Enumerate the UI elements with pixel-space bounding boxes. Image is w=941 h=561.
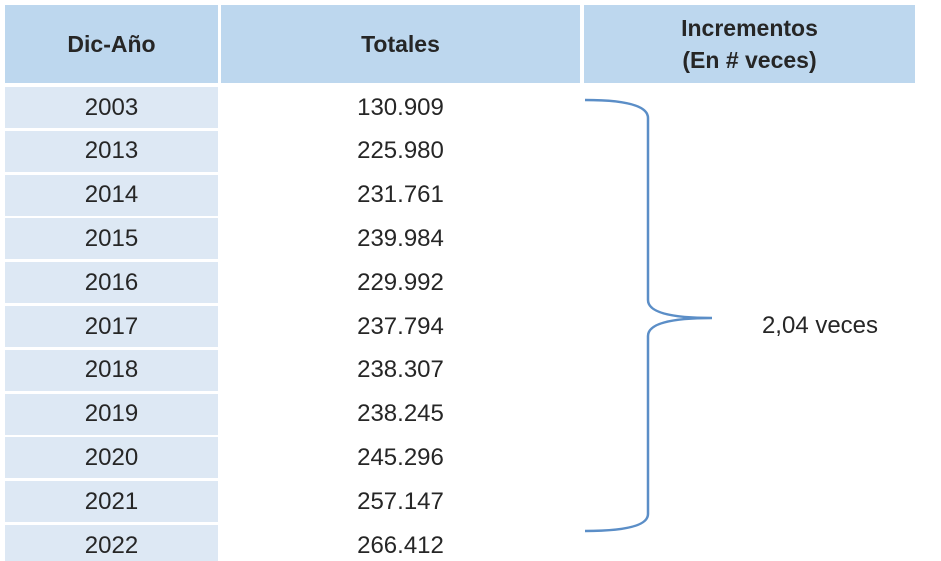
total-cell: 229.992 — [357, 268, 444, 296]
total-cell: 130.909 — [357, 93, 444, 121]
total-cell: 266.412 — [357, 531, 444, 559]
total-cell: 237.794 — [357, 312, 444, 340]
header-cell: Dic-Año — [5, 5, 218, 83]
total-cell: 238.307 — [357, 356, 444, 384]
year-cell: 2014 — [5, 174, 218, 216]
header-text: (En # veces) — [682, 47, 817, 73]
year-cell: 2015 — [5, 218, 218, 260]
year-cell: 2022 — [5, 525, 218, 561]
header-cell: Incrementos (En # veces) — [584, 5, 915, 83]
total-cell: 231.761 — [357, 181, 444, 209]
total-cell: 238.245 — [357, 400, 444, 428]
increment-value: 2,04 veces — [761, 312, 879, 339]
year-cell: 2018 — [5, 349, 218, 391]
total-cell: 239.984 — [357, 224, 444, 252]
year-cell: 2019 — [5, 393, 218, 435]
year-cell: 2016 — [5, 262, 218, 304]
header-text: Totales — [361, 31, 440, 57]
header-text: Incrementos — [681, 15, 818, 41]
brace-path — [584, 98, 713, 533]
year-cell: 2017 — [5, 306, 218, 347]
year-cell: 2013 — [5, 130, 218, 172]
total-cell: 225.980 — [357, 137, 444, 165]
year-cell: 2003 — [5, 87, 218, 128]
header-text: Dic-Año — [67, 31, 156, 57]
total-cell: 257.147 — [357, 487, 444, 515]
year-cell: 2021 — [5, 481, 218, 523]
year-cell: 2020 — [5, 437, 218, 479]
header-cell: Totales — [221, 5, 580, 83]
total-cell: 245.296 — [357, 443, 444, 471]
